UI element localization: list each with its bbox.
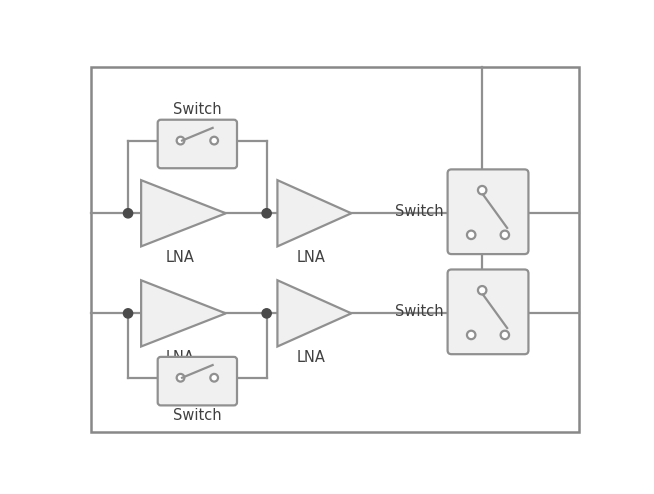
FancyBboxPatch shape — [447, 270, 528, 354]
Text: Switch: Switch — [173, 408, 222, 423]
Circle shape — [211, 374, 218, 381]
Circle shape — [124, 309, 133, 318]
Text: LNA: LNA — [297, 250, 326, 265]
Circle shape — [467, 231, 475, 239]
FancyBboxPatch shape — [158, 357, 237, 406]
Text: LNA: LNA — [166, 250, 195, 265]
Circle shape — [262, 309, 271, 318]
FancyBboxPatch shape — [91, 67, 579, 432]
Polygon shape — [141, 180, 226, 247]
Text: LNA: LNA — [166, 350, 195, 366]
Text: Switch: Switch — [395, 304, 444, 319]
Circle shape — [211, 137, 218, 144]
Text: LNA: LNA — [297, 350, 326, 366]
FancyBboxPatch shape — [158, 120, 237, 168]
Polygon shape — [277, 280, 351, 346]
Circle shape — [478, 286, 487, 294]
Circle shape — [177, 137, 184, 144]
Text: Switch: Switch — [395, 204, 444, 219]
Polygon shape — [277, 180, 351, 247]
Polygon shape — [141, 280, 226, 346]
Circle shape — [500, 231, 509, 239]
Circle shape — [478, 186, 487, 195]
Text: Switch: Switch — [173, 102, 222, 118]
Circle shape — [124, 208, 133, 218]
Circle shape — [467, 330, 475, 339]
Circle shape — [500, 330, 509, 339]
Circle shape — [262, 208, 271, 218]
Circle shape — [177, 374, 184, 381]
FancyBboxPatch shape — [447, 169, 528, 254]
